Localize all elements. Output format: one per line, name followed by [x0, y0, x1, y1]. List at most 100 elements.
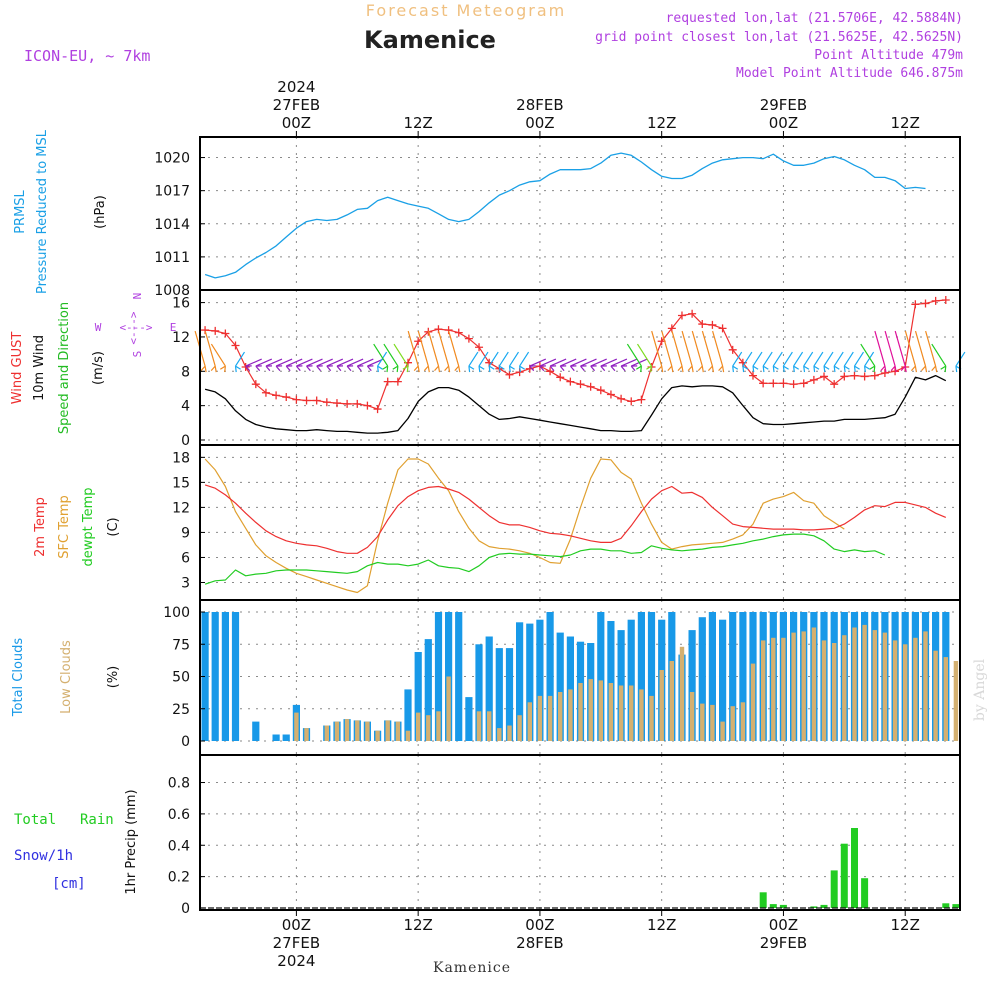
gust-marker: [566, 377, 575, 386]
top-time-label: 2024: [277, 78, 315, 96]
wind-direction-arrow: [874, 330, 887, 373]
wind-direction-arrow: [823, 351, 834, 373]
low-clouds-bar: [903, 644, 908, 742]
low-clouds-bar: [892, 640, 898, 741]
snow-label: Snow/1h: [14, 848, 73, 864]
low-clouds-bar: [324, 725, 329, 741]
gust-marker: [688, 309, 697, 318]
rain-bar: [942, 903, 950, 908]
gust-marker: [728, 345, 737, 354]
gust-marker: [921, 299, 930, 308]
low-clouds-bar: [882, 632, 888, 741]
clouds-ytick-label: 50: [172, 670, 190, 686]
gust-marker: [941, 296, 950, 305]
gust-marker: [880, 369, 889, 378]
gridpoint-coords: grid point closest lon,lat (21.5625E, 42…: [595, 30, 963, 45]
low-clouds-bar: [355, 720, 360, 741]
wind-direction-arrow: [853, 351, 865, 373]
sfc-temp-label: SFC Temp: [57, 495, 72, 559]
low-clouds-bar: [669, 661, 674, 741]
wind-ytick-label: 16: [172, 296, 190, 312]
gust-marker: [860, 372, 869, 381]
gust-marker: [475, 343, 484, 352]
low-clouds-bar: [679, 646, 685, 741]
wind-direction-arrow: [373, 343, 389, 373]
low-clouds-bar: [304, 728, 309, 741]
low-clouds-bar: [344, 719, 350, 741]
rain-label: Rain: [80, 812, 114, 828]
product-title: Forecast Meteogram: [366, 1, 566, 20]
low-clouds-bar: [365, 721, 370, 741]
low-clouds-bar: [568, 689, 573, 741]
wind-direction-arrow: [407, 330, 420, 373]
low-clouds-bar: [598, 680, 603, 741]
gust-marker: [698, 320, 707, 329]
wind-direction-arrow: [478, 351, 489, 373]
total-clouds-bar: [627, 619, 635, 741]
gust-marker: [708, 320, 717, 329]
low-clouds-bar: [710, 704, 715, 741]
low-clouds-bar: [821, 640, 827, 741]
wind-direction-arrow: [326, 358, 344, 372]
low-clouds-bar: [740, 702, 746, 741]
low-clouds-bar: [294, 712, 299, 741]
pressure-unit: (hPa): [93, 195, 108, 229]
total-clouds-bar: [597, 612, 605, 741]
gust-marker: [556, 373, 565, 382]
total-clouds-bar: [201, 612, 209, 741]
temp-ytick-label: 15: [172, 475, 190, 491]
wind-direction-arrow: [864, 351, 875, 373]
low-clouds-bar: [811, 627, 817, 741]
wind-direction-arrow: [590, 358, 607, 372]
gust-marker: [931, 296, 940, 305]
wind-direction-arrow: [383, 343, 399, 373]
low-clouds-bar: [588, 679, 593, 741]
wind-direction-arrow: [377, 351, 388, 373]
top-time-label: 12Z: [403, 114, 432, 132]
gust-marker: [870, 371, 879, 380]
total-clouds-bar: [424, 639, 432, 741]
wind-direction-arrow: [904, 330, 917, 373]
wind-direction-arrow: [742, 351, 753, 373]
clouds-ytick-label: 100: [163, 605, 190, 621]
bottom-time-label: 00Z: [525, 916, 554, 934]
rain-bar: [851, 828, 858, 908]
temp-ytick-label: 9: [181, 525, 190, 541]
compass-west: W: [95, 321, 102, 334]
wind-direction-arrow: [712, 330, 725, 373]
low-clouds-bar: [405, 730, 411, 741]
low-clouds-bar: [872, 630, 877, 741]
clouds-unit: (%): [106, 666, 121, 689]
wind-direction-arrow: [651, 330, 664, 373]
location-title: Kamenice: [364, 26, 496, 54]
total-clouds-bar: [505, 648, 514, 741]
wind-direction-arrow: [234, 351, 246, 373]
wind-direction-arrow: [417, 330, 430, 373]
wind-direction-arrow: [752, 351, 763, 373]
top-time-label: 00Z: [282, 114, 311, 132]
wind-direction-arrow: [931, 343, 947, 373]
low-clouds-bar: [750, 663, 756, 741]
rain-bar: [759, 892, 767, 908]
compass-south: S: [131, 351, 144, 358]
gust-marker: [749, 371, 758, 380]
low-clouds-bar: [852, 627, 857, 741]
temp2m-line: [204, 484, 947, 554]
rain-bar: [820, 904, 828, 908]
wind-direction-arrow: [701, 330, 714, 373]
top-time-label: 29FEB: [760, 96, 807, 114]
wind-ytick-label: 0: [181, 433, 190, 449]
gust-marker: [282, 393, 291, 402]
total-clouds-bar: [252, 721, 260, 741]
total-clouds-bar: [495, 648, 503, 741]
wind-direction-arrow: [569, 358, 587, 372]
gust-marker: [627, 397, 636, 406]
low-clouds-bar: [537, 695, 543, 741]
gust-label: Wind GUST: [10, 332, 25, 405]
low-clouds-bar: [385, 720, 390, 741]
wind-direction-arrow: [427, 330, 441, 373]
low-clouds-bar: [578, 683, 583, 741]
pressure-ytick-label: 1014: [154, 217, 190, 233]
plot-marks: [195, 153, 966, 909]
wind-direction-arrow: [204, 330, 217, 373]
